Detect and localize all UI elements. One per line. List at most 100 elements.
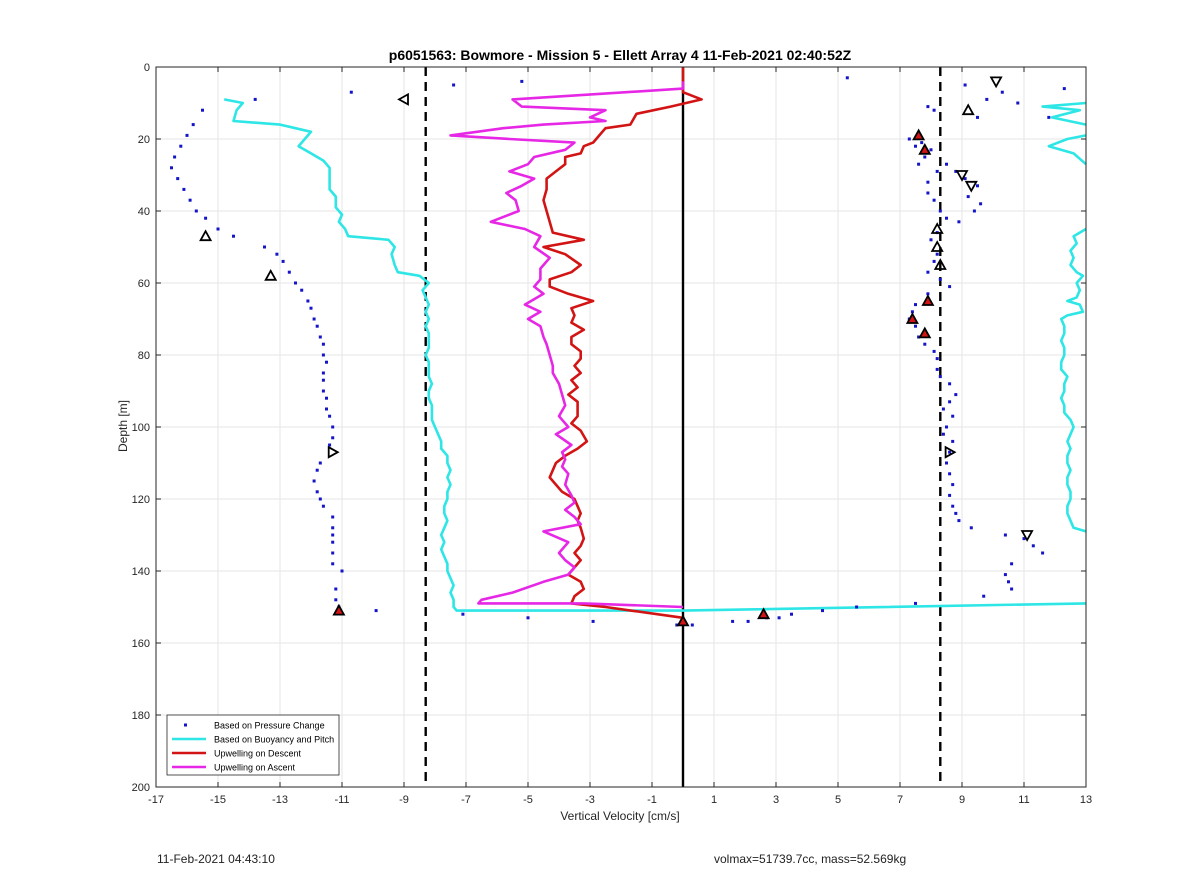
pressure-change-point: [932, 108, 936, 112]
x-tick-label: -15: [210, 794, 226, 806]
pressure-change-point: [954, 511, 958, 515]
pressure-change-point: [957, 220, 961, 224]
open-triangle-up-marker: [933, 258, 947, 270]
pressure-change-point: [926, 270, 930, 274]
filled-triangle-marker: [332, 603, 346, 616]
pressure-change-point: [315, 468, 319, 472]
pressure-change-point: [948, 472, 952, 476]
y-tick-label: 180: [132, 710, 150, 722]
pressure-change-point: [1010, 562, 1014, 566]
x-tick-label: 11: [1018, 794, 1029, 806]
x-tick-label: -17: [148, 794, 164, 806]
open-triangle-up-marker: [930, 240, 944, 252]
marker-layer: [199, 76, 1034, 627]
pressure-change-point: [325, 407, 328, 411]
open-triangle-up-marker: [930, 222, 944, 234]
pressure-change-point: [941, 407, 945, 411]
y-tick-label: 160: [132, 638, 150, 650]
pressure-change-point: [321, 504, 325, 508]
pressure-change-point: [191, 123, 195, 127]
chart-title: p6051563: Bowmore - Mission 5 - Ellett A…: [389, 47, 852, 63]
y-tick-label: 80: [138, 350, 150, 362]
pressure-change-point: [334, 598, 338, 602]
filled-triangle-marker: [757, 607, 771, 620]
pressure-change-point: [923, 155, 927, 159]
pressure-change-point: [1047, 115, 1051, 119]
legend-label: Based on Pressure Change: [214, 721, 325, 731]
y-tick-label: 60: [138, 278, 150, 290]
series-based-on-pressure-change: [170, 76, 1066, 627]
x-tick-label: 13: [1080, 794, 1092, 806]
pressure-change-point: [328, 443, 332, 447]
legend-swatch-point: [184, 723, 187, 727]
series-line-upwelling-on-ascent: [449, 81, 685, 609]
pressure-change-point: [179, 144, 183, 148]
pressure-change-point: [321, 371, 325, 375]
pressure-change-point: [253, 97, 257, 101]
pressure-change-point: [331, 526, 335, 530]
x-tick-label: 9: [959, 794, 965, 806]
pressure-change-point: [318, 461, 322, 465]
pressure-change-point: [935, 367, 939, 371]
pressure-change-point: [461, 612, 465, 616]
filled-triangle-marker: [918, 142, 932, 155]
pressure-change-point: [948, 285, 952, 289]
y-tick-label: 100: [132, 422, 150, 434]
pressure-change-point: [1003, 533, 1007, 537]
pressure-change-point: [334, 587, 338, 591]
pressure-change-point: [777, 616, 781, 620]
pressure-change-point: [232, 234, 235, 238]
pressure-change-point: [349, 90, 353, 94]
pressure-change-point: [331, 540, 335, 544]
pressure-change-point: [321, 353, 325, 357]
pressure-change-point: [976, 184, 979, 188]
y-tick-label: 0: [144, 62, 150, 74]
pressure-change-point: [1007, 580, 1010, 584]
pressure-change-point: [321, 389, 325, 393]
pressure-change-point: [929, 238, 933, 242]
pressure-change-point: [948, 450, 952, 454]
pressure-change-point: [331, 425, 335, 429]
pressure-change-point: [170, 166, 173, 170]
footer-volmax-mass: volmax=51739.7cc, mass=52.569kg: [714, 852, 907, 866]
grid-lines: [155, 66, 1087, 788]
x-tick-label: -5: [523, 794, 533, 806]
pressure-change-point: [318, 335, 322, 339]
pressure-change-point: [287, 270, 291, 274]
x-tick-label: -7: [461, 794, 471, 806]
pressure-change-point: [300, 288, 304, 292]
pressure-change-point: [1031, 544, 1035, 548]
pressure-change-point: [935, 169, 939, 173]
pressure-change-point: [951, 504, 955, 508]
pressure-change-point: [907, 137, 911, 141]
pressure-change-point: [188, 198, 192, 202]
x-tick-label: 1: [711, 794, 717, 806]
pressure-change-point: [746, 619, 750, 623]
open-triangle-right-marker: [944, 445, 957, 459]
open-triangle-down-marker: [989, 76, 1003, 89]
pressure-change-point: [821, 609, 824, 613]
y-tick-label: 200: [132, 782, 150, 794]
pressure-change-point: [731, 619, 735, 623]
pressure-change-point: [976, 115, 979, 119]
pressure-change-point: [318, 497, 322, 501]
pressure-change-point: [914, 144, 917, 148]
pressure-change-point: [675, 623, 679, 627]
filled-triangle-marker: [912, 128, 926, 141]
pressure-change-point: [374, 609, 378, 613]
pressure-change-point: [1000, 90, 1004, 94]
series-line-buoyancy-and-pitch-right-2-: [1047, 134, 1087, 166]
pressure-change-point: [963, 83, 967, 87]
pressure-change-point: [951, 414, 955, 418]
open-triangle-left-marker: [397, 92, 409, 106]
pressure-change-point: [331, 551, 335, 555]
x-tick-label: -1: [647, 794, 657, 806]
pressure-change-point: [263, 245, 266, 249]
pressure-change-point: [845, 76, 849, 80]
series-line-upwelling-on-descent: [542, 67, 703, 620]
x-tick-label: -3: [585, 794, 595, 806]
pressure-change-point: [216, 227, 220, 231]
pressure-change-point: [929, 148, 933, 152]
pressure-change-point: [194, 209, 198, 213]
